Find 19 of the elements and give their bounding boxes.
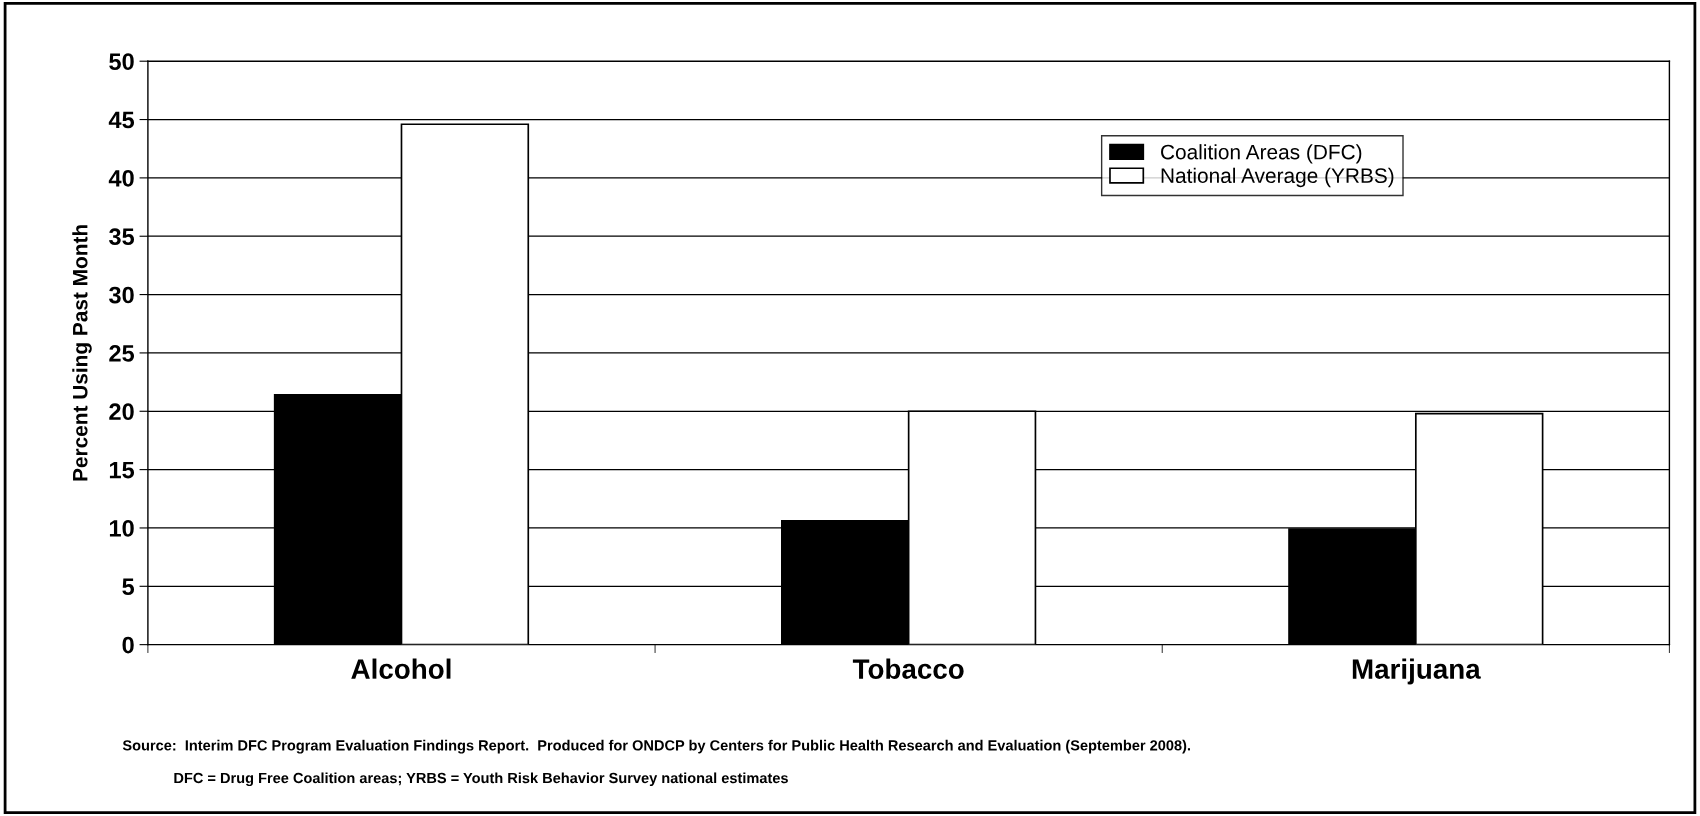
y-tick-label: 25 <box>109 344 135 362</box>
y-tick-label: 30 <box>108 286 134 304</box>
y-axis-title: Percent Using Past Month <box>72 225 92 481</box>
y-tick-label: 5 <box>122 578 135 596</box>
y-tick-label: 35 <box>108 228 135 246</box>
y-tick-label: 50 <box>109 53 134 70</box>
text: DFC = Drug Free Coalition areas; YRBS = Youth Risk Behavior Survey national estimates <box>174 772 788 787</box>
y-tick-label: 15 <box>109 461 135 479</box>
x-tick-label: Tobacco <box>852 658 964 679</box>
y-tick-label: 0 <box>122 636 134 654</box>
y-tick-label: 45 <box>108 111 135 129</box>
x-tick-label: Alcohol <box>351 658 451 679</box>
legend-label: National Average (YRBS) <box>1161 167 1394 188</box>
x-tick-label: Marijuana <box>1352 658 1481 685</box>
source-note: Source: Interim DFC Program Evaluation Findings Report. Produced for ONDCP by Centers for Public Health Research and Evaluation (September 2008). <box>122 739 1190 754</box>
y-tick-label: 40 <box>108 169 134 187</box>
y-tick-label: 20 <box>109 403 134 421</box>
legend-label: Coalition Areas (DFC) <box>1161 144 1362 164</box>
y-tick-label: 10 <box>109 520 134 537</box>
